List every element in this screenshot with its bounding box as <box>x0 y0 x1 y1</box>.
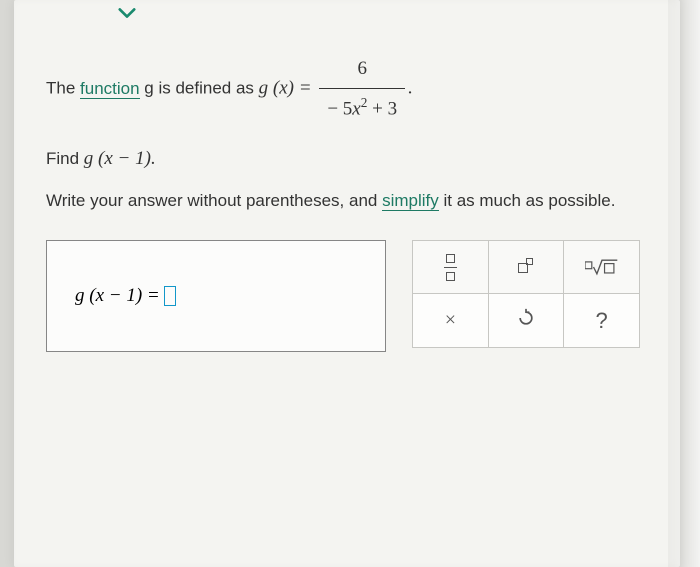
function-link[interactable]: function <box>80 79 140 99</box>
numerator: 6 <box>319 50 405 88</box>
period: . <box>408 78 413 99</box>
denominator: − 5x2 + 3 <box>319 88 405 128</box>
problem-page: The function g is defined as g (x) = 6 −… <box>14 0 680 567</box>
math-toolbox: × ? <box>412 240 640 352</box>
line-1: The function g is defined as g (x) = 6 −… <box>46 50 648 128</box>
toolbox-row-1 <box>412 240 640 294</box>
text: it as much as possible. <box>439 191 616 210</box>
exponent-tool[interactable] <box>488 240 565 294</box>
problem-statement: The function g is defined as g (x) = 6 −… <box>46 50 648 218</box>
sqrt-icon <box>585 256 619 278</box>
find-expr: g (x − 1). <box>84 148 156 169</box>
chevron-down-icon <box>118 6 136 20</box>
fraction-tool[interactable] <box>412 240 489 294</box>
x-icon: × <box>445 309 456 332</box>
answer-row: g (x − 1) = <box>46 240 648 352</box>
clear-tool[interactable]: × <box>412 293 489 348</box>
answer-input[interactable] <box>164 286 176 306</box>
undo-icon <box>516 308 536 333</box>
sqrt-tool[interactable] <box>563 240 640 294</box>
answer-box[interactable]: g (x − 1) = <box>46 240 386 352</box>
expand-button[interactable] <box>109 3 145 23</box>
fraction: 6 − 5x2 + 3 <box>319 50 405 128</box>
line-3: Write your answer without parentheses, a… <box>46 184 648 218</box>
undo-tool[interactable] <box>488 293 565 348</box>
func-lhs: g (x) = <box>259 78 312 99</box>
answer-label: g (x − 1) = <box>75 285 160 307</box>
line-2: Find g (x − 1). <box>46 140 648 178</box>
exponent-icon <box>518 257 535 278</box>
text: Write your answer without parentheses, a… <box>46 191 382 210</box>
text: g is defined as <box>140 79 259 98</box>
help-tool[interactable]: ? <box>563 293 640 348</box>
simplify-link[interactable]: simplify <box>382 191 439 211</box>
text: Find <box>46 149 84 168</box>
toolbox-row-2: × ? <box>412 294 640 348</box>
fraction-icon <box>444 252 457 283</box>
question-icon: ? <box>596 308 608 334</box>
text: The <box>46 79 80 98</box>
